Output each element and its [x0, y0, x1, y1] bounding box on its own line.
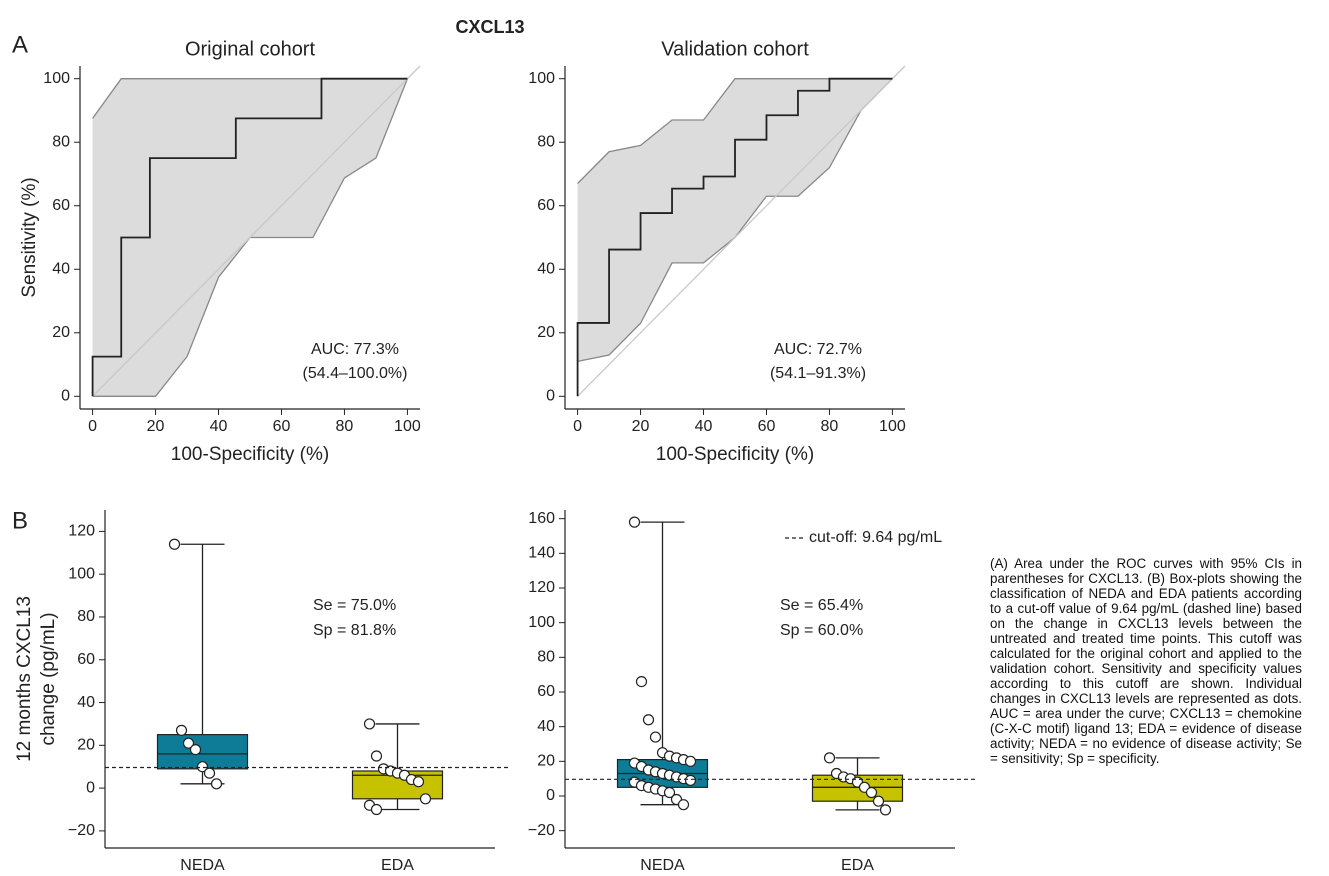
data-point: [419, 793, 432, 805]
chart-title: Validation cohort: [661, 38, 809, 60]
annotation: (54.1–91.3%): [770, 365, 866, 382]
y-tick-label: 60: [537, 683, 555, 700]
y-tick-label: 40: [537, 718, 555, 735]
x-tick-label: EDA: [381, 857, 414, 874]
caption: (A) Area under the ROC curves with 95% C…: [990, 556, 1302, 766]
y-tick-label: 100: [528, 70, 555, 87]
x-tick-label: EDA: [841, 857, 874, 874]
y-tick-label: 140: [528, 545, 555, 562]
y-axis-label: Sensitivity (%): [19, 177, 40, 297]
data-point: [168, 538, 181, 550]
y-tick-label: 120: [68, 523, 95, 540]
x-axis-label: 100-Specificity (%): [171, 444, 329, 465]
ci-bound: [577, 78, 893, 184]
legend-label: cut-off: 9.64 pg/mL: [809, 529, 942, 546]
y-tick-label: 80: [52, 133, 70, 150]
y-tick-label: 20: [537, 753, 555, 770]
data-point: [189, 743, 202, 756]
panel-label: B: [12, 507, 28, 534]
x-tick-label: 80: [336, 418, 354, 435]
data-point: [684, 755, 697, 767]
annotation: (54.4–100.0%): [303, 365, 408, 382]
x-axis-label: 100-Specificity (%): [656, 444, 814, 465]
y-tick-label: 20: [52, 324, 70, 341]
y-tick-label: 0: [546, 388, 555, 405]
y-tick-label: 60: [52, 197, 70, 214]
ci-band: [577, 78, 893, 362]
y-tick-label: 120: [528, 579, 555, 596]
y-tick-label: 100: [43, 70, 70, 87]
y-tick-label: 80: [77, 608, 95, 625]
y-tick-label: 40: [77, 694, 95, 711]
x-tick-label: 0: [573, 418, 582, 435]
data-point: [412, 776, 425, 788]
annotation: Se = 75.0%: [313, 597, 396, 614]
annotation: Sp = 60.0%: [780, 622, 863, 639]
x-tick-label: 40: [695, 418, 713, 435]
x-tick-label: 60: [758, 418, 776, 435]
data-point: [677, 799, 690, 811]
data-point: [684, 774, 697, 787]
y-tick-label: 160: [528, 510, 555, 527]
annotation: AUC: 72.7%: [774, 341, 862, 358]
y-tick-label: 100: [528, 614, 555, 631]
x-tick-label: 40: [210, 418, 228, 435]
y-tick-label: 0: [61, 388, 70, 405]
x-tick-label: NEDA: [180, 857, 225, 874]
x-tick-label: 60: [273, 418, 291, 435]
data-point: [370, 803, 383, 816]
y-tick-label: −20: [528, 822, 555, 839]
x-tick-label: NEDA: [640, 857, 685, 874]
y-tick-label: 0: [546, 787, 555, 804]
annotation: Se = 65.4%: [780, 597, 863, 614]
annotation: AUC: 77.3%: [311, 341, 399, 358]
chart-title: Original cohort: [185, 38, 316, 60]
annotation: Sp = 81.8%: [313, 622, 396, 639]
y-tick-label: 60: [537, 197, 555, 214]
y-tick-label: 40: [537, 260, 555, 277]
y-axis-label: 12 months CXCL13: [14, 596, 35, 762]
x-tick-label: 100: [879, 418, 906, 435]
roc-curve: [91, 77, 408, 397]
y-axis-label: change (pg/mL): [38, 612, 59, 745]
x-tick-label: 0: [88, 418, 97, 435]
data-point: [370, 750, 383, 762]
data-point: [628, 516, 641, 528]
y-tick-label: 80: [537, 133, 555, 150]
data-point: [182, 737, 195, 749]
reference-line: [92, 65, 421, 397]
ci-bound: [92, 78, 408, 119]
data-point: [210, 778, 223, 790]
y-tick-label: 0: [86, 779, 95, 796]
panel-label: A: [12, 31, 28, 58]
y-tick-label: 40: [52, 260, 70, 277]
reference-line: [577, 65, 906, 397]
figure-title: CXCL13: [455, 17, 524, 37]
data-point: [879, 804, 892, 816]
data-point: [363, 718, 376, 730]
data-point: [872, 795, 885, 807]
data-point: [642, 714, 655, 726]
y-tick-label: 60: [77, 651, 95, 668]
data-point: [635, 675, 648, 688]
y-tick-label: 100: [68, 565, 95, 582]
data-point: [196, 761, 209, 773]
data-point: [865, 786, 878, 799]
y-tick-label: 80: [537, 649, 555, 666]
x-tick-label: 100: [394, 418, 421, 435]
roc-curve: [576, 77, 893, 397]
data-point: [823, 752, 836, 764]
data-point: [663, 786, 676, 799]
data-point: [649, 731, 662, 743]
x-tick-label: 20: [147, 418, 165, 435]
y-tick-label: −20: [68, 822, 95, 839]
x-tick-label: 80: [821, 418, 839, 435]
y-tick-label: 20: [77, 737, 95, 754]
data-point: [203, 767, 216, 779]
data-point: [175, 724, 188, 736]
y-tick-label: 20: [537, 324, 555, 341]
x-tick-label: 20: [632, 418, 650, 435]
